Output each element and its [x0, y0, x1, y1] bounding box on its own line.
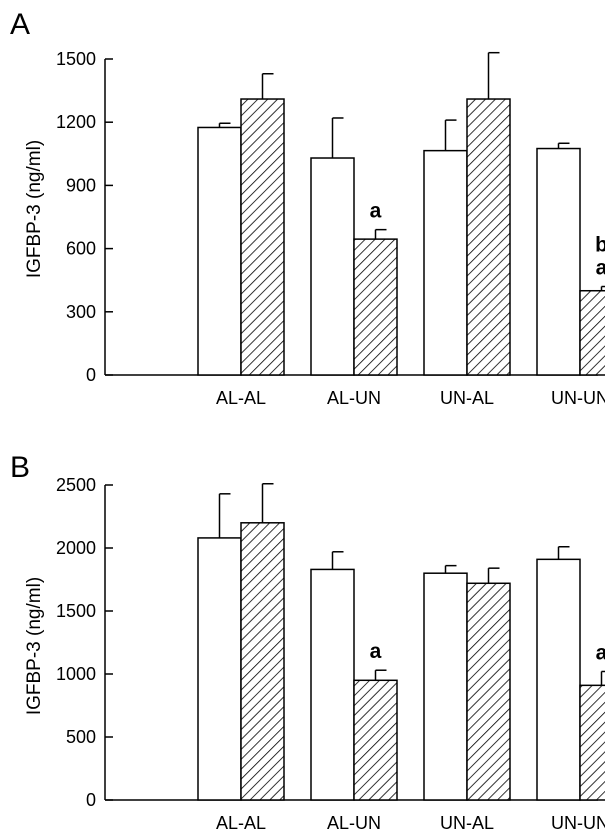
- y-axis-label-b: IGFBP-3 (ng/ml): [24, 577, 45, 715]
- hatched-bar: [579, 684, 605, 801]
- panel-letter-a: A: [10, 8, 30, 41]
- significance-label: a: [596, 641, 605, 664]
- open-bar: [423, 149, 468, 376]
- panel-letter-b: B: [10, 451, 30, 484]
- y-tick-label: 1200: [56, 112, 96, 132]
- y-tick-label: 500: [66, 727, 96, 747]
- open-bar: [536, 558, 581, 801]
- significance-label: a: [370, 200, 382, 223]
- category-label: AL-UN: [327, 813, 381, 833]
- open-bar: [197, 537, 242, 801]
- significance-label: a: [596, 257, 605, 280]
- y-tick-label: 1000: [56, 664, 96, 684]
- y-tick-label: 1500: [56, 601, 96, 621]
- open-bar: [536, 147, 581, 376]
- y-tick-label: 600: [66, 239, 96, 259]
- category-label: AL-AL: [216, 388, 266, 408]
- category-label: UN-AL: [440, 813, 494, 833]
- y-tick-label: 0: [86, 790, 96, 810]
- y-tick-label: 2500: [56, 475, 96, 495]
- y-tick-label: 300: [66, 302, 96, 322]
- hatched-bar: [579, 289, 605, 376]
- category-label: UN-UN: [551, 813, 605, 833]
- significance-label: b: [595, 234, 605, 257]
- open-bar: [197, 126, 242, 376]
- y-tick-label: 0: [86, 365, 96, 385]
- category-label: AL-UN: [327, 388, 381, 408]
- hatched-bar: [466, 98, 511, 376]
- hatched-bar: [466, 582, 511, 801]
- open-bar: [310, 157, 355, 376]
- hatched-bar: [240, 98, 285, 376]
- category-label: AL-AL: [216, 813, 266, 833]
- y-tick-label: 2000: [56, 538, 96, 558]
- category-label: UN-AL: [440, 388, 494, 408]
- hatched-bar: [240, 522, 285, 801]
- y-axis-label-a: IGFBP-3 (ng/ml): [24, 140, 45, 278]
- significance-label: a: [370, 640, 382, 663]
- category-label: UN-UN: [551, 388, 605, 408]
- chart-panel-b: 0 500 1000 1500 2000 2500 AL-AL AL-UN UN-AL UN-UN…: [56, 475, 605, 833]
- y-tick-label: 1500: [56, 49, 96, 69]
- hatched-bar: [353, 679, 398, 801]
- hatched-bar: [353, 238, 398, 376]
- open-bar: [310, 568, 355, 801]
- y-tick-label: 900: [66, 175, 96, 195]
- open-bar: [423, 572, 468, 801]
